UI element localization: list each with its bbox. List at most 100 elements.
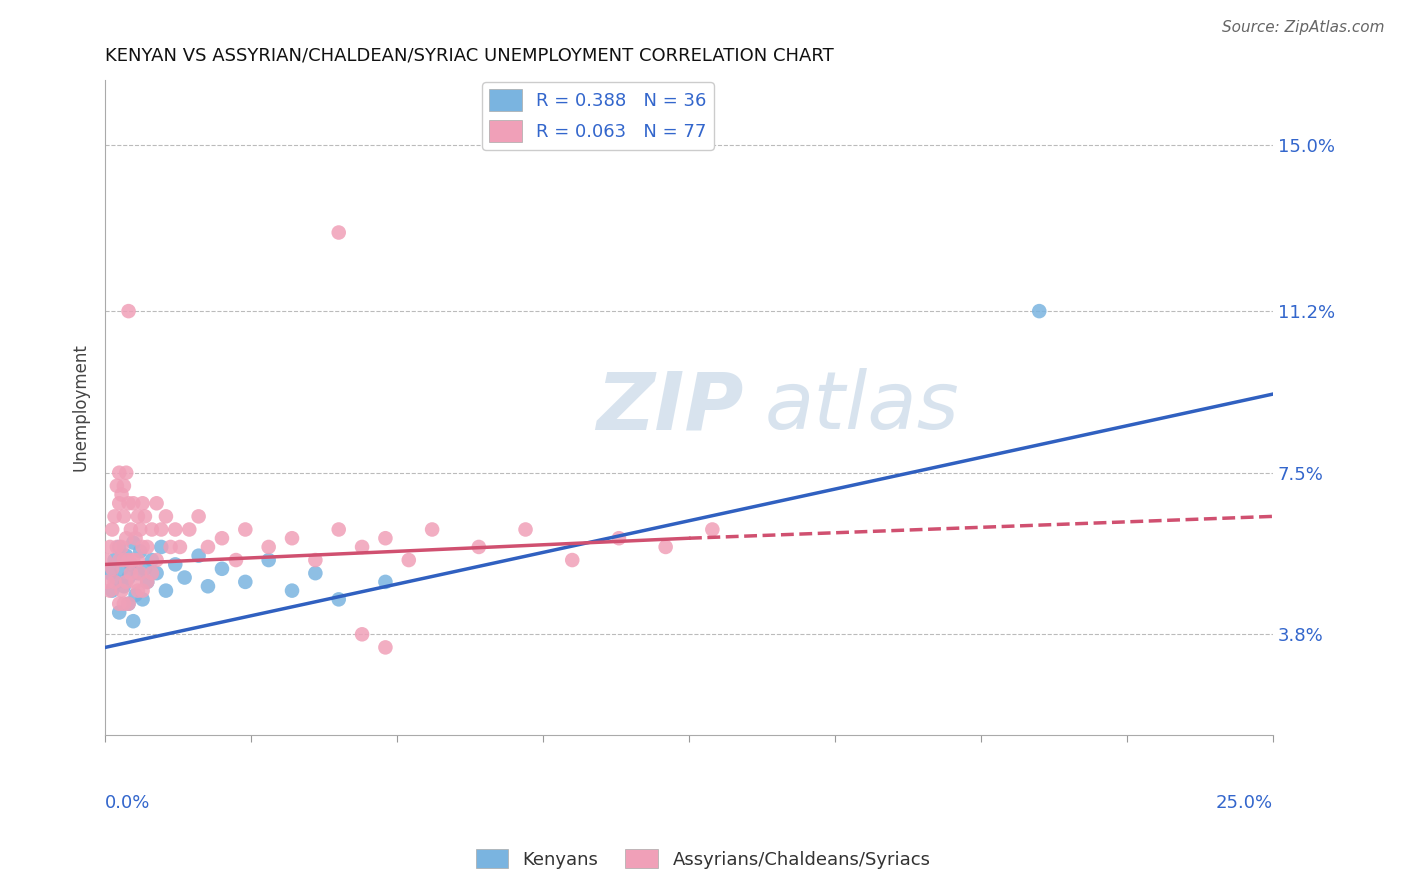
Point [124, 574, 146, 589]
Point [115, 549, 138, 563]
Point [654, 540, 676, 554]
Point [187, 509, 209, 524]
Point [131, 540, 153, 554]
Point [122, 535, 145, 549]
Point [115, 531, 138, 545]
Point [257, 540, 280, 554]
Point [105, 574, 128, 589]
Point [103, 574, 125, 589]
Point [101, 523, 124, 537]
Point [120, 558, 142, 572]
Point [328, 226, 350, 240]
Text: atlas: atlas [765, 368, 960, 446]
Point [115, 466, 138, 480]
Point [120, 523, 142, 537]
Point [197, 579, 219, 593]
Point [187, 549, 209, 563]
Point [108, 540, 131, 554]
Point [136, 574, 159, 589]
Point [105, 540, 128, 554]
Point [131, 592, 153, 607]
Point [304, 566, 326, 581]
Point [304, 553, 326, 567]
Point [108, 466, 131, 480]
Point [1028, 304, 1050, 318]
Point [101, 562, 124, 576]
Point [281, 583, 304, 598]
Point [211, 562, 233, 576]
Point [515, 523, 537, 537]
Point [105, 479, 128, 493]
Point [112, 509, 135, 524]
Point [122, 553, 145, 567]
Point [98, 540, 121, 554]
Point [112, 479, 135, 493]
Point [103, 509, 125, 524]
Point [101, 583, 124, 598]
Point [374, 531, 396, 545]
Point [197, 540, 219, 554]
Point [98, 566, 121, 581]
Y-axis label: Unemployment: Unemployment [72, 343, 89, 471]
Point [94, 553, 117, 567]
Point [398, 553, 420, 567]
Point [127, 553, 149, 567]
Point [155, 583, 177, 598]
Point [117, 553, 139, 567]
Point [328, 592, 350, 607]
Point [98, 583, 121, 598]
Point [122, 496, 145, 510]
Point [108, 496, 131, 510]
Point [173, 570, 195, 584]
Point [150, 523, 173, 537]
Legend: Kenyans, Assyrians/Chaldeans/Syriacs: Kenyans, Assyrians/Chaldeans/Syriacs [468, 842, 938, 876]
Point [328, 523, 350, 537]
Point [225, 553, 247, 567]
Point [233, 574, 256, 589]
Point [129, 566, 152, 581]
Text: 0.0%: 0.0% [105, 794, 150, 812]
Point [108, 553, 131, 567]
Point [108, 606, 131, 620]
Point [120, 566, 142, 581]
Point [145, 566, 167, 581]
Point [124, 588, 146, 602]
Point [108, 597, 131, 611]
Point [165, 558, 187, 572]
Point [129, 523, 152, 537]
Point [145, 553, 167, 567]
Point [136, 574, 159, 589]
Point [117, 570, 139, 584]
Point [169, 540, 191, 554]
Point [131, 496, 153, 510]
Point [124, 531, 146, 545]
Point [468, 540, 491, 554]
Point [159, 540, 181, 554]
Point [127, 583, 149, 598]
Point [561, 553, 583, 567]
Point [127, 566, 149, 581]
Point [155, 509, 177, 524]
Point [131, 583, 153, 598]
Text: ZIP: ZIP [596, 368, 742, 446]
Point [352, 540, 374, 554]
Point [110, 540, 132, 554]
Point [607, 531, 630, 545]
Point [165, 523, 187, 537]
Text: Source: ZipAtlas.com: Source: ZipAtlas.com [1222, 20, 1385, 35]
Point [110, 487, 132, 501]
Point [141, 523, 163, 537]
Point [127, 509, 149, 524]
Point [129, 544, 152, 558]
Point [136, 540, 159, 554]
Point [134, 562, 156, 576]
Point [117, 597, 139, 611]
Point [110, 562, 132, 576]
Point [117, 304, 139, 318]
Point [112, 553, 135, 567]
Point [145, 496, 167, 510]
Point [420, 523, 443, 537]
Point [117, 496, 139, 510]
Point [702, 523, 724, 537]
Point [233, 523, 256, 537]
